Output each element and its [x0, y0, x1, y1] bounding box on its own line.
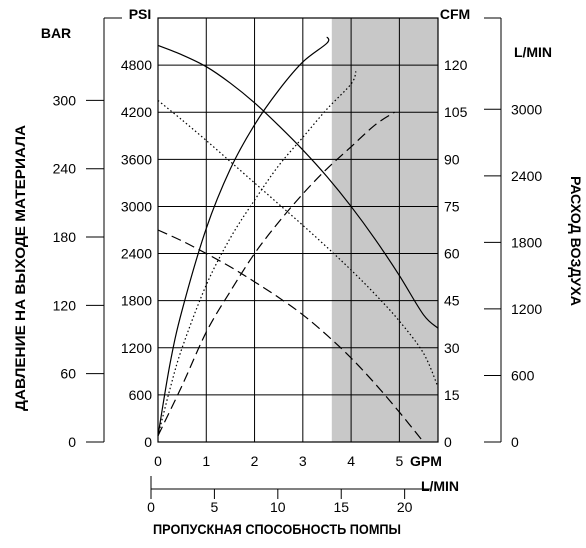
- flow-lmin-unit-label: L/MIN: [421, 478, 459, 494]
- air-lmin-tick-label: 1800: [511, 234, 542, 250]
- cfm-tick-label: 30: [444, 340, 460, 356]
- psi-tick-label: 600: [129, 387, 153, 403]
- bar-tick-label: 240: [53, 161, 77, 177]
- gpm-tick-label: 1: [202, 453, 210, 469]
- air-curve-solid: [157, 36, 330, 436]
- psi-tick-label: 4200: [121, 104, 152, 120]
- flow-lmin-tick-label: 0: [147, 499, 155, 515]
- bar-tick-label: 180: [53, 229, 77, 245]
- bar-tick-label: 60: [60, 366, 76, 382]
- pressure-curve-dashed: [157, 229, 424, 443]
- cfm-tick-label: 120: [444, 57, 468, 73]
- psi-tick-label: 1800: [121, 293, 152, 309]
- bar-tick-label: 120: [53, 297, 77, 313]
- psi-tick-label: 2400: [121, 246, 152, 262]
- gpm-unit-label: GPM: [410, 453, 442, 469]
- gpm-tick-label: 3: [299, 453, 307, 469]
- flow-lmin-tick-label: 5: [211, 499, 219, 515]
- air-curve-dotted: [157, 71, 357, 436]
- cfm-tick-label: 75: [444, 198, 460, 214]
- flow-lmin-tick-label: 20: [397, 499, 413, 515]
- flow-lmin-tick-label: 15: [333, 499, 349, 515]
- curves: [157, 36, 439, 443]
- psi-tick-label: 4800: [121, 57, 152, 73]
- gpm-tick-label: 0: [154, 453, 162, 469]
- gpm-tick-label: 2: [251, 453, 259, 469]
- psi-tick-label: 1200: [121, 340, 152, 356]
- bar-unit-label: BAR: [41, 25, 71, 41]
- gpm-tick-label: 5: [395, 453, 403, 469]
- shaded-region: [331, 18, 438, 442]
- cfm-unit-label: CFM: [440, 6, 470, 22]
- cfm-tick-label: 105: [444, 104, 468, 120]
- psi-tick-label: 0: [144, 434, 152, 450]
- flow-lmin-tick-label: 10: [270, 499, 286, 515]
- bottom-axis-title: ПРОПУСКНАЯ СПОСОБНОСТЬ ПОМПЫ: [153, 521, 401, 537]
- right-axis-title: РАСХОД ВОЗДУХА: [568, 176, 584, 306]
- air-lmin-tick-label: 2400: [511, 168, 542, 184]
- air-lmin-unit-label: L/MIN: [514, 44, 552, 60]
- bar-tick-label: 300: [53, 92, 77, 108]
- psi-tick-label: 3000: [121, 198, 152, 214]
- cfm-tick-label: 45: [444, 293, 460, 309]
- psi-tick-label: 3600: [121, 151, 152, 167]
- pressure-curve-solid: [157, 44, 439, 329]
- bar-tick-label: 0: [68, 434, 76, 450]
- left-axis-title: ДАВЛЕНИЕ НА ВЫХОДЕ МАТЕРИАЛА: [12, 125, 28, 411]
- gpm-tick-label: 4: [347, 453, 355, 469]
- grid: [158, 18, 438, 442]
- air-curve-dashed: [157, 111, 395, 436]
- psi-unit-label: PSI: [129, 6, 152, 22]
- cfm-tick-label: 0: [444, 434, 452, 450]
- axes: 0 1 2 3 4 56001200180024003000360042004800006…: [53, 17, 542, 515]
- air-lmin-tick-label: 1200: [511, 301, 542, 317]
- air-lmin-tick-label: 600: [511, 367, 535, 383]
- cfm-tick-label: 90: [444, 151, 460, 167]
- air-lmin-tick-label: 0: [511, 434, 519, 450]
- cfm-tick-label: 60: [444, 246, 460, 262]
- cfm-tick-label: 15: [444, 387, 460, 403]
- air-lmin-tick-label: 3000: [511, 101, 542, 117]
